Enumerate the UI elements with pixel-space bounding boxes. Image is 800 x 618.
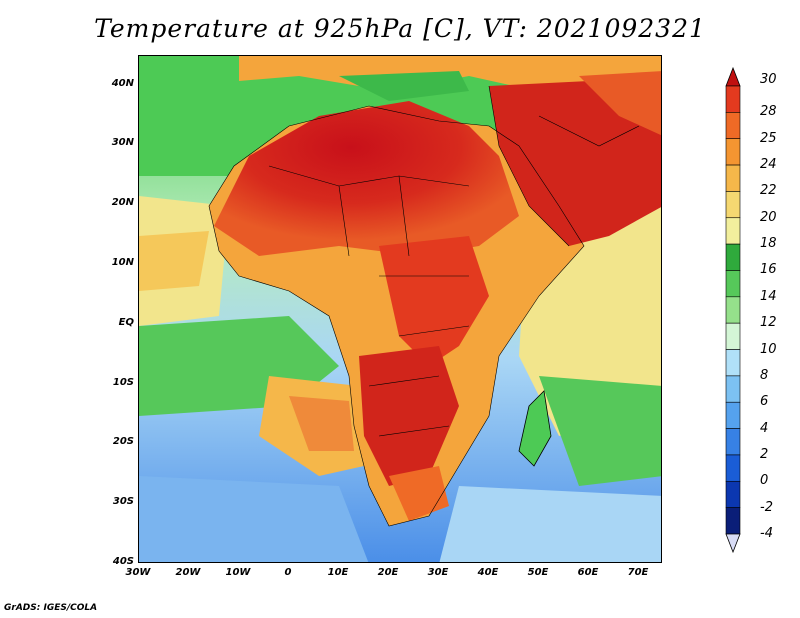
lon-tick-40e: 40E	[477, 567, 499, 578]
lon-tick-60e: 60E	[577, 567, 599, 578]
lat-tick-20s: 20S	[112, 436, 134, 447]
colorbar-swatch	[725, 296, 741, 324]
colorbar-swatch	[725, 349, 741, 377]
colorbar-swatch	[725, 480, 741, 508]
iran-region	[579, 71, 661, 136]
colorbar-swatch	[725, 428, 741, 456]
lat-tick-10s: 10S	[112, 377, 134, 388]
lat-tick-30s: 30S	[112, 496, 134, 507]
madagascar	[518, 390, 552, 467]
colorbar-swatch	[725, 270, 741, 298]
chart-title: Temperature at 925hPa [C], VT: 202109232…	[94, 14, 706, 43]
central-africa-hot	[379, 236, 489, 366]
atlantic-warm-patch	[139, 231, 209, 291]
map-canvas	[139, 56, 661, 562]
colorbar-label: 20	[760, 209, 777, 225]
country-borders	[208, 85, 640, 527]
colorbar-label: 2	[760, 446, 769, 462]
lon-tick-30e: 30E	[427, 567, 449, 578]
colorbar-label: 22	[760, 183, 777, 199]
colorbar	[725, 66, 741, 554]
lon-tick-30w: 30W	[125, 567, 151, 578]
indian-ocean-green	[539, 376, 661, 486]
colorbar-swatch	[725, 322, 741, 350]
colorbar-label: -4	[760, 526, 773, 541]
lat-tick-eq: EQ	[118, 317, 134, 328]
arabia-hot-zone	[489, 81, 661, 246]
colorbar-label: 30	[760, 72, 777, 87]
south-atlantic-core	[289, 396, 354, 451]
sahara-hot-zone	[214, 101, 519, 256]
lon-tick-10w: 10W	[225, 567, 251, 578]
lat-tick-30n: 30N	[111, 137, 134, 148]
colorbar-label: 0	[760, 473, 769, 489]
colorbar-top-arrow	[725, 66, 741, 87]
lon-tick-70e: 70E	[627, 567, 649, 578]
colorbar-bottom-arrow	[725, 533, 741, 554]
colorbar-label: 28	[760, 104, 777, 120]
lon-tick-10e: 10E	[327, 567, 349, 578]
lon-tick-50e: 50E	[527, 567, 549, 578]
lat-tick-40n: 40N	[111, 78, 134, 89]
lon-tick-20e: 20E	[377, 567, 399, 578]
colorbar-label: 18	[760, 236, 777, 252]
southern-indian-ocean	[439, 486, 661, 562]
credit-text: GrADS: IGES/COLA	[4, 603, 98, 613]
southern-africa-hot	[359, 346, 459, 486]
colorbar-label: 24	[760, 157, 777, 173]
lat-tick-10n: 10N	[111, 257, 134, 268]
colorbar-swatch	[725, 112, 741, 140]
lon-tick-20w: 20W	[175, 567, 201, 578]
lon-tick-0: 0	[284, 567, 292, 578]
colorbar-swatch	[725, 217, 741, 245]
colorbar-label: 10	[760, 341, 777, 357]
lat-tick-40s: 40S	[112, 556, 134, 567]
colorbar-label: 14	[760, 288, 777, 304]
colorbar-label: 16	[760, 262, 777, 278]
colorbar-swatch	[725, 138, 741, 166]
colorbar-swatch	[725, 85, 741, 113]
colorbar-label: 4	[760, 420, 769, 436]
colorbar-swatches	[725, 66, 741, 554]
colorbar-label: 6	[760, 394, 769, 410]
colorbar-label: 25	[760, 130, 777, 146]
colorbar-swatch	[725, 164, 741, 192]
colorbar-label: 12	[760, 315, 777, 331]
colorbar-swatch	[725, 375, 741, 403]
colorbar-swatch	[725, 454, 741, 482]
colorbar-swatch	[725, 401, 741, 429]
lat-tick-20n: 20N	[111, 197, 134, 208]
southern-atlantic-cool	[139, 476, 369, 562]
colorbar-swatch	[725, 243, 741, 271]
colorbar-swatch	[725, 507, 741, 535]
temperature-map	[138, 55, 662, 563]
colorbar-swatch	[725, 191, 741, 219]
mediterranean-sea	[339, 71, 469, 101]
colorbar-label: 8	[760, 367, 769, 383]
colorbar-label: -2	[760, 499, 773, 515]
